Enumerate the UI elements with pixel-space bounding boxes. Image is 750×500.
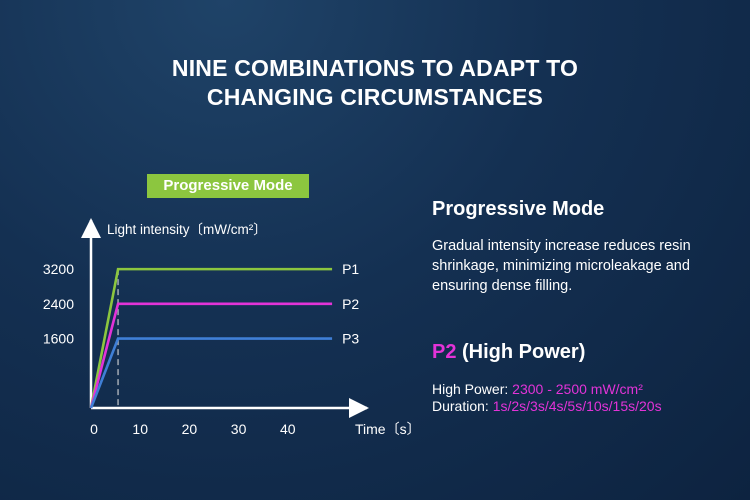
series-line-p3 xyxy=(89,337,333,409)
mode-badge: Progressive Mode xyxy=(147,174,309,198)
duration-value: 1s/2s/3s/4s/5s/10s/15s/20s xyxy=(492,398,662,414)
series-line-p1 xyxy=(89,267,333,409)
duration-label: Duration: xyxy=(432,398,493,414)
x-tick-label: 30 xyxy=(231,421,247,437)
x-tick-label: 40 xyxy=(280,421,296,437)
power-label: High Power: xyxy=(432,381,513,397)
power-value: 2300 - 2500 mW/cm² xyxy=(512,381,643,397)
x-tick-label: 20 xyxy=(182,421,198,437)
y-tick-label: 2400 xyxy=(43,296,74,312)
p2-heading: P2 (High Power) xyxy=(432,341,585,364)
title-line-2: CHANGING CIRCUMSTANCES xyxy=(206,84,544,110)
duration-spec: Duration: 1s/2s/3s/4s/5s/10s/15s/20s xyxy=(432,398,662,414)
x-axis-label: Time〔s〕 xyxy=(355,421,421,437)
page-title: NINE COMBINATIONS TO ADAPT TO CHANGING C… xyxy=(0,54,750,112)
y-tick-label: 3200 xyxy=(43,261,74,277)
title-line-1: NINE COMBINATIONS TO ADAPT TO xyxy=(171,55,579,81)
series-label-p1: P1 xyxy=(342,261,359,277)
info-heading: Progressive Mode xyxy=(432,198,605,220)
series-line-p2 xyxy=(89,302,333,409)
series-label-p2: P2 xyxy=(342,296,359,312)
power-spec: High Power: 2300 - 2500 mW/cm² xyxy=(432,381,643,397)
info-description: Gradual intensity increase reduces resin… xyxy=(432,238,691,294)
y-tick-label: 1600 xyxy=(43,331,74,347)
series-label-p3: P3 xyxy=(342,331,359,347)
y-axis-label: Light intensity〔mW/cm²〕 xyxy=(107,222,267,237)
p2-suffix: (High Power) xyxy=(456,341,586,363)
x-tick-label: 0 xyxy=(90,421,98,437)
x-tick-label: 10 xyxy=(132,421,148,437)
p2-name: P2 xyxy=(432,341,457,363)
